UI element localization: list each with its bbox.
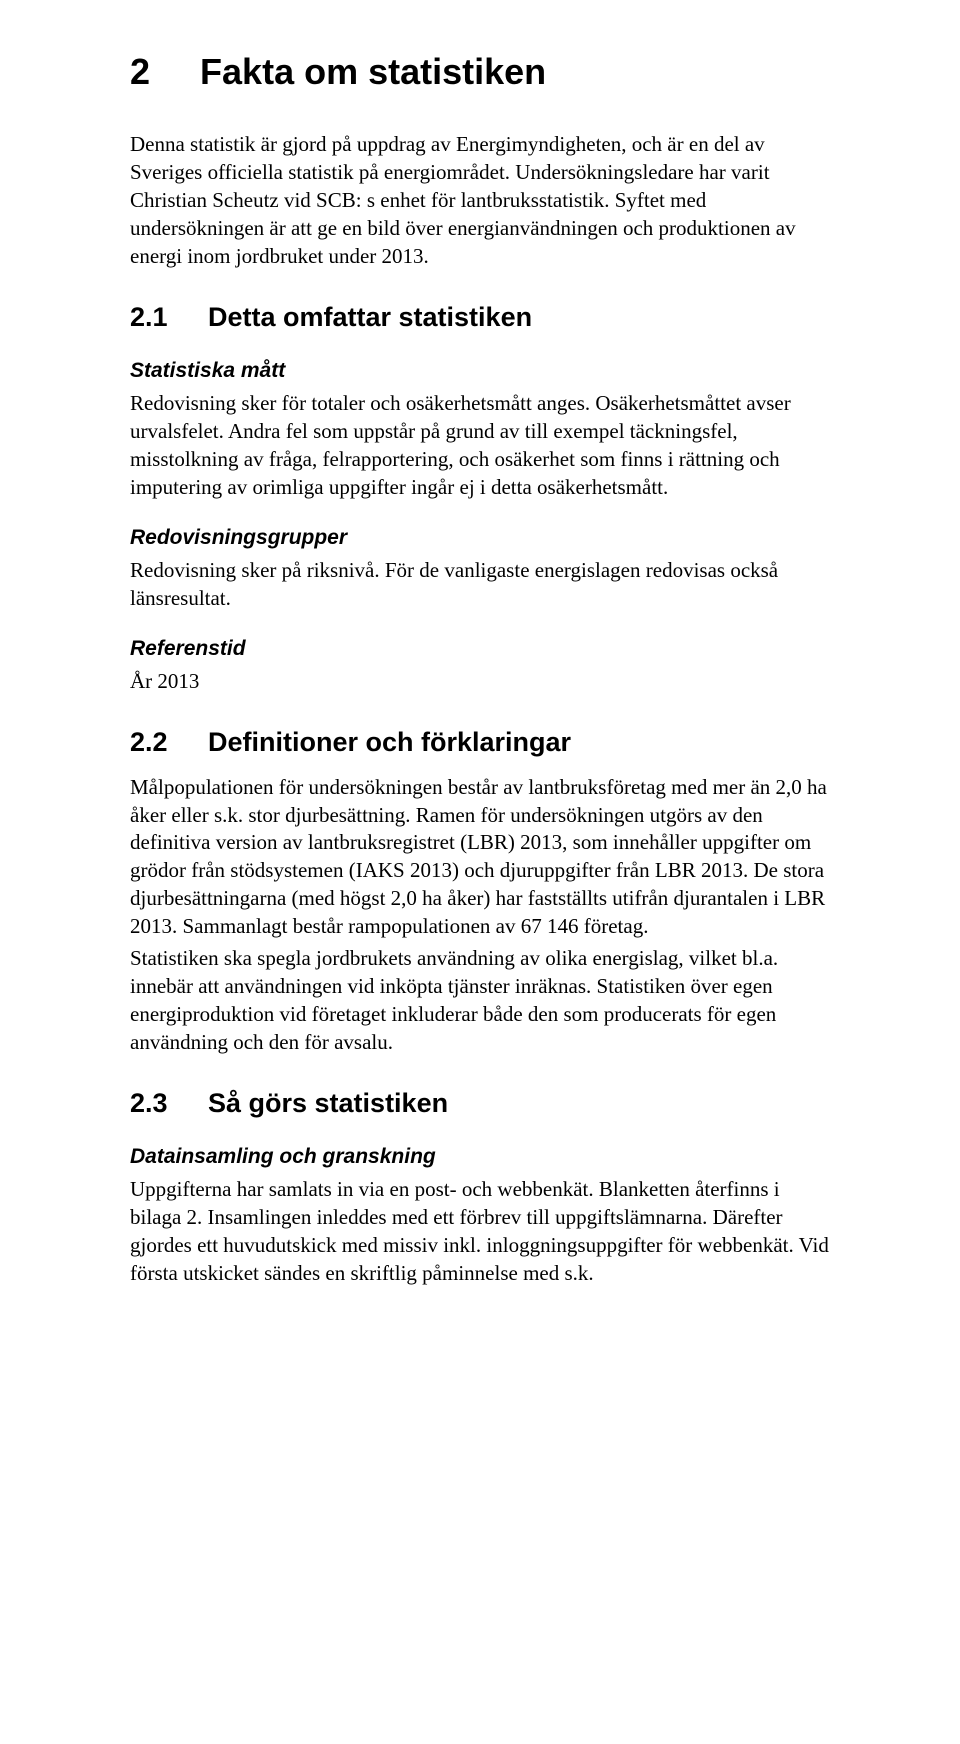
section-2-1-heading: 2.1Detta omfattar statistiken [130, 301, 830, 335]
para-definitioner-1: Målpopulationen för undersökningen bestå… [130, 774, 830, 942]
section-title: Definitioner och förklaringar [208, 727, 571, 757]
para-definitioner-2: Statistiken ska spegla jordbrukets använ… [130, 945, 830, 1057]
para-datainsamling: Uppgifterna har samlats in via en post- … [130, 1176, 830, 1288]
section-title: Detta omfattar statistiken [208, 302, 532, 332]
chapter-number: 2 [130, 51, 150, 92]
subheading-redovisningsgrupper: Redovisningsgrupper [130, 524, 830, 551]
subheading-statistiska-matt: Statistiska mått [130, 357, 830, 384]
section-title: Så görs statistiken [208, 1088, 448, 1118]
para-redovisningsgrupper: Redovisning sker på riksnivå. För de van… [130, 557, 830, 613]
section-2-3-heading: 2.3Så görs statistiken [130, 1087, 830, 1121]
para-statistiska-matt: Redovisning sker för totaler och osäkerh… [130, 390, 830, 502]
subheading-datainsamling: Datainsamling och granskning [130, 1143, 830, 1170]
chapter-title-text: Fakta om statistiken [200, 51, 546, 92]
section-number: 2.1 [130, 301, 208, 335]
section-2-2-heading: 2.2Definitioner och förklaringar [130, 726, 830, 760]
intro-paragraph: Denna statistik är gjord på uppdrag av E… [130, 131, 830, 271]
section-number: 2.3 [130, 1087, 208, 1121]
subheading-referenstid: Referenstid [130, 635, 830, 662]
para-referenstid: År 2013 [130, 668, 830, 696]
section-number: 2.2 [130, 726, 208, 760]
chapter-title: 2 Fakta om statistiken [130, 50, 830, 93]
